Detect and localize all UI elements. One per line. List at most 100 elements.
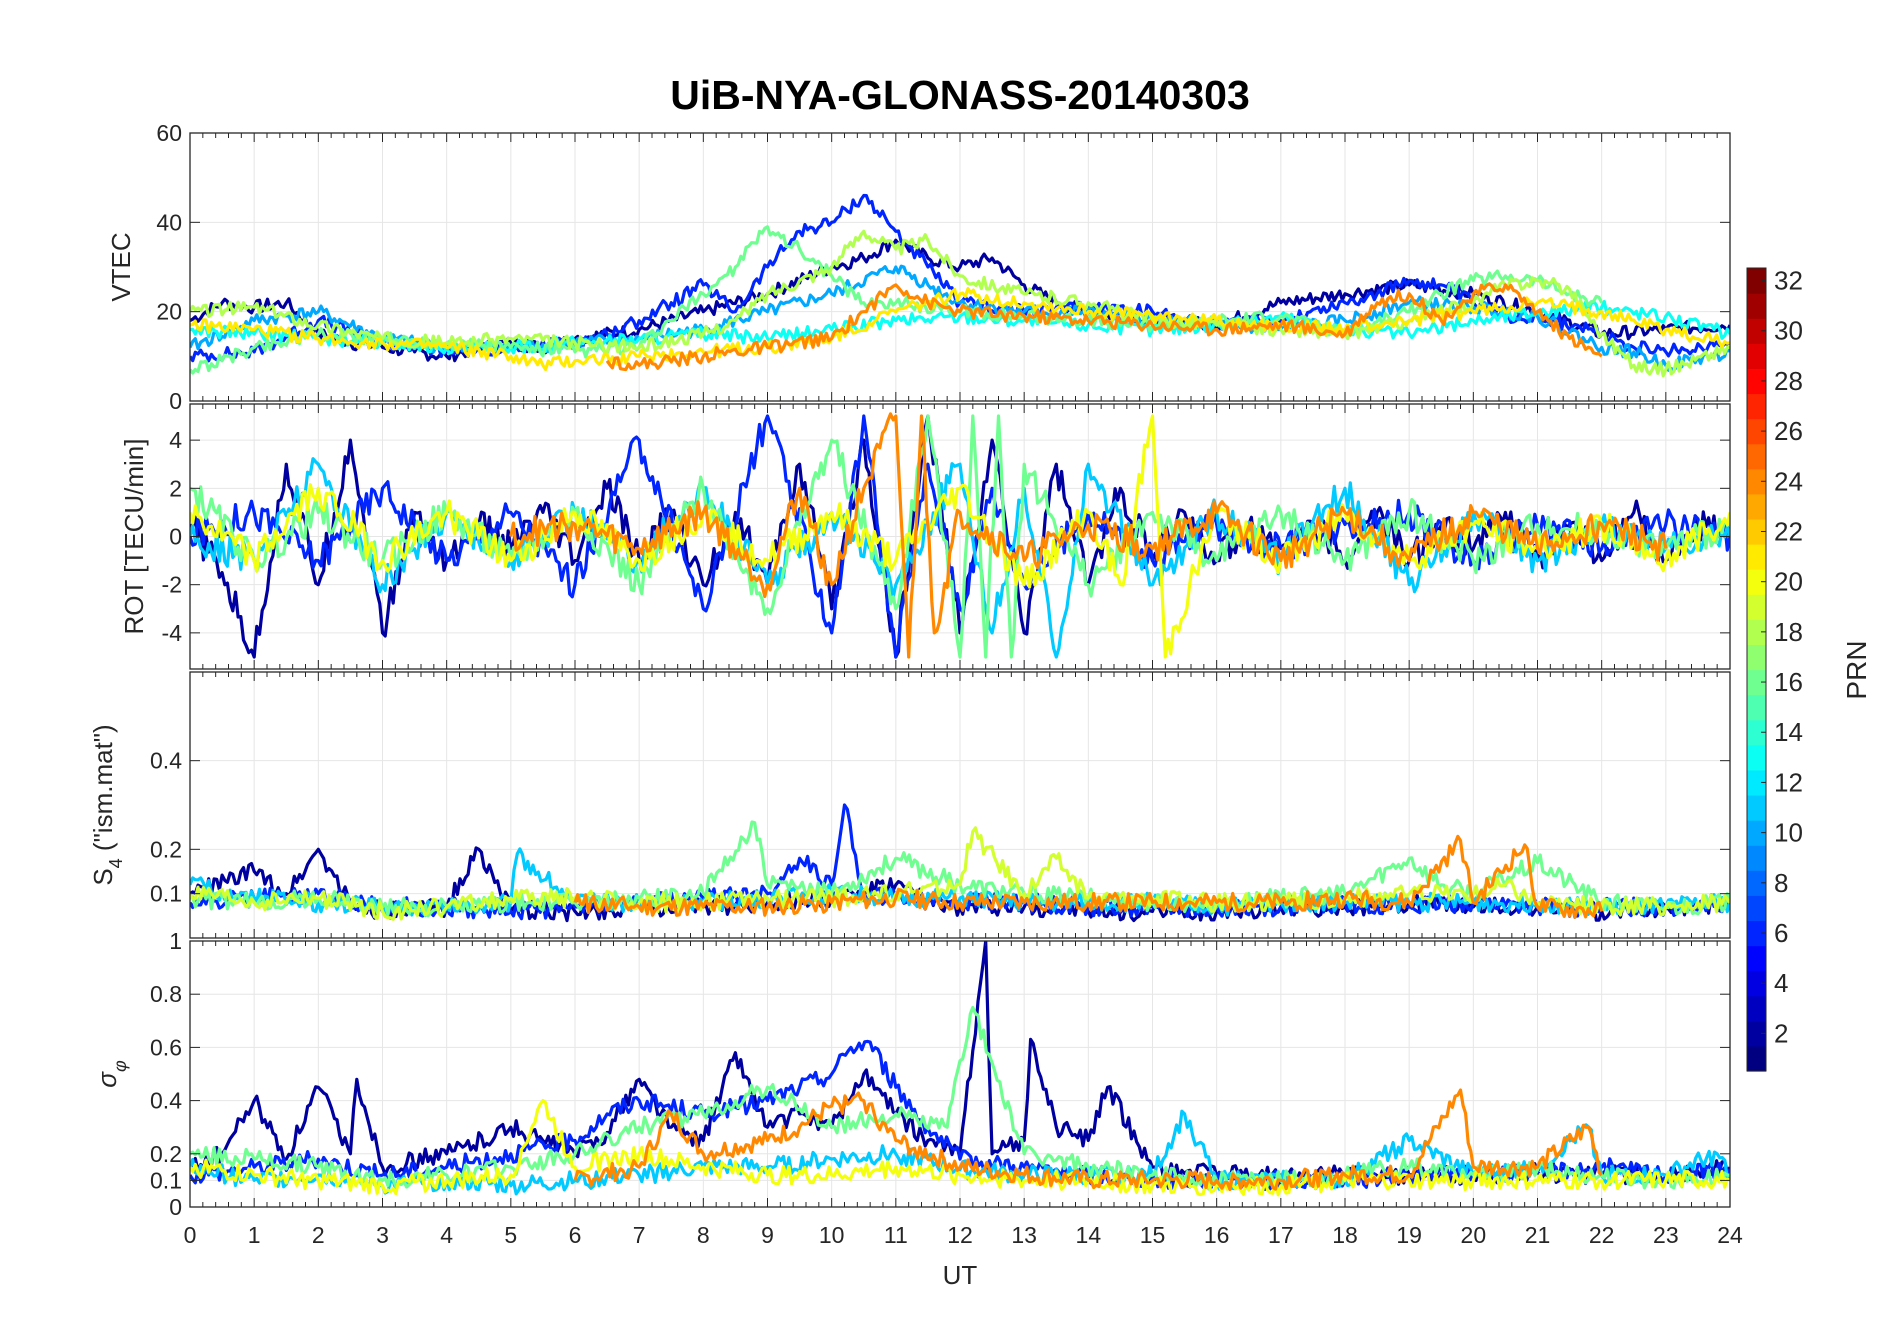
series-line-prn-16 — [190, 1005, 1730, 1191]
x-tick-label: 16 — [1204, 1222, 1230, 1248]
x-tick-label: 14 — [1076, 1222, 1102, 1248]
y-tick-label: -4 — [162, 620, 183, 646]
colorbar-swatch — [1747, 619, 1766, 646]
colorbar-swatch — [1747, 970, 1766, 997]
colorbar-tick-label: 24 — [1774, 466, 1803, 496]
x-tick-label: 1 — [248, 1222, 261, 1248]
x-axis-label: UT — [943, 1260, 978, 1290]
series-line-prn-24 — [573, 834, 1604, 919]
colorbar-tick-label: 28 — [1774, 366, 1803, 396]
x-tick-label: 6 — [569, 1222, 582, 1248]
y-tick-label: 4 — [169, 427, 182, 453]
colorbar-swatch — [1747, 870, 1766, 896]
colorbar-swatch — [1747, 995, 1766, 1022]
x-tick-label: 7 — [633, 1222, 646, 1248]
y-tick-label: 0 — [169, 1194, 182, 1220]
colorbar-swatch — [1747, 719, 1766, 746]
colorbar-swatch — [1747, 468, 1766, 495]
colorbar-swatch — [1747, 594, 1766, 620]
x-tick-label: 11 — [884, 1222, 908, 1248]
y-tick-label: 0.2 — [150, 1141, 182, 1167]
colorbar-label: PRN — [1841, 640, 1872, 699]
colorbar-swatch — [1747, 268, 1766, 294]
series-line-prn-19 — [190, 826, 1730, 921]
colorbar-swatch — [1747, 318, 1766, 344]
colorbar-tick-label: 6 — [1774, 918, 1788, 948]
colorbar-swatch — [1747, 1045, 1766, 1072]
y-tick-label: 2 — [169, 475, 182, 501]
y-axis-label: VTEC — [106, 232, 136, 301]
x-tick-label: 17 — [1268, 1222, 1294, 1248]
y-tick-label: 20 — [156, 299, 182, 325]
colorbar-swatch — [1747, 820, 1766, 846]
x-tick-label: 2 — [312, 1222, 325, 1248]
x-tick-label: 12 — [947, 1222, 973, 1248]
y-tick-label: 1 — [169, 928, 182, 954]
series-line-prn-24 — [605, 282, 1603, 372]
y-tick-label: 0.2 — [150, 836, 182, 862]
y-tick-label: 0.1 — [150, 1167, 182, 1193]
colorbar-swatch — [1747, 669, 1766, 696]
x-tick-label: 3 — [376, 1222, 389, 1248]
x-tick-label: 15 — [1140, 1222, 1166, 1248]
y-tick-label: 0.1 — [150, 881, 182, 907]
colorbar-swatch — [1747, 945, 1766, 972]
colorbar-tick-label: 30 — [1774, 316, 1803, 346]
y-tick-label: 0.8 — [150, 981, 182, 1007]
colorbar-swatch — [1747, 1020, 1766, 1047]
y-tick-label: 60 — [156, 120, 182, 146]
colorbar-tick-label: 14 — [1774, 717, 1803, 747]
series-line-prn-24 — [509, 412, 1668, 659]
x-tick-label: 4 — [440, 1222, 453, 1248]
colorbar-swatch — [1747, 393, 1766, 420]
colorbar-tick-label: 10 — [1774, 818, 1803, 848]
x-tick-label: 10 — [819, 1222, 845, 1248]
colorbar-tick-label: 22 — [1774, 516, 1803, 546]
colorbar-swatch — [1747, 418, 1766, 445]
colorbar-swatch — [1747, 769, 1766, 796]
y-axis-label: σφ — [92, 1060, 130, 1088]
colorbar-swatch — [1747, 794, 1766, 821]
data-lines — [190, 193, 1730, 1197]
colorbar-tick-label: 26 — [1774, 416, 1803, 446]
colorbar-tick-label: 18 — [1774, 617, 1803, 647]
x-tick-label: 24 — [1717, 1222, 1743, 1248]
colorbar-swatch — [1747, 920, 1766, 947]
y-tick-label: 0.4 — [150, 748, 182, 774]
y-tick-label: 0 — [169, 524, 182, 550]
colorbar-swatch — [1747, 845, 1766, 871]
series-line-prn-21 — [190, 287, 1730, 372]
series-line-prn-18 — [190, 229, 1730, 378]
y-axis-label: ROT [TECU/min] — [119, 439, 149, 635]
series-line-prn-20 — [190, 1099, 1730, 1197]
colorbar-swatch — [1747, 644, 1766, 671]
colorbar-tick-label: 12 — [1774, 767, 1803, 797]
colorbar-frame — [1746, 267, 1767, 1072]
y-tick-label: -2 — [162, 572, 182, 598]
colorbar-tick-label: 4 — [1774, 968, 1788, 998]
x-tick-label: 5 — [504, 1222, 517, 1248]
x-tick-label: 22 — [1589, 1222, 1615, 1248]
x-tick-label: 0 — [184, 1222, 197, 1248]
colorbar-swatch — [1747, 343, 1766, 369]
colorbar-swatch — [1747, 895, 1766, 922]
x-tick-label: 8 — [697, 1222, 710, 1248]
series-line-prn-20 — [190, 414, 1730, 659]
chart-title: UiB-NYA-GLONASS-20140303 — [670, 72, 1250, 118]
y-axis-label: S4 ("ism.mat") — [88, 724, 126, 885]
colorbar-swatch — [1747, 293, 1766, 319]
x-tick-label: 13 — [1011, 1222, 1037, 1248]
colorbar-swatch — [1747, 443, 1766, 470]
colorbar-swatch — [1747, 493, 1766, 520]
y-tick-label: 0.4 — [150, 1088, 182, 1114]
x-tick-label: 23 — [1653, 1222, 1679, 1248]
x-tick-label: 21 — [1525, 1222, 1551, 1248]
colorbar-tick-label: 2 — [1774, 1018, 1788, 1048]
colorbar-tick-label: 20 — [1774, 567, 1803, 597]
x-tick-label: 20 — [1461, 1222, 1487, 1248]
y-tick-label: 0 — [169, 388, 182, 414]
y-tick-label: 40 — [156, 209, 182, 235]
